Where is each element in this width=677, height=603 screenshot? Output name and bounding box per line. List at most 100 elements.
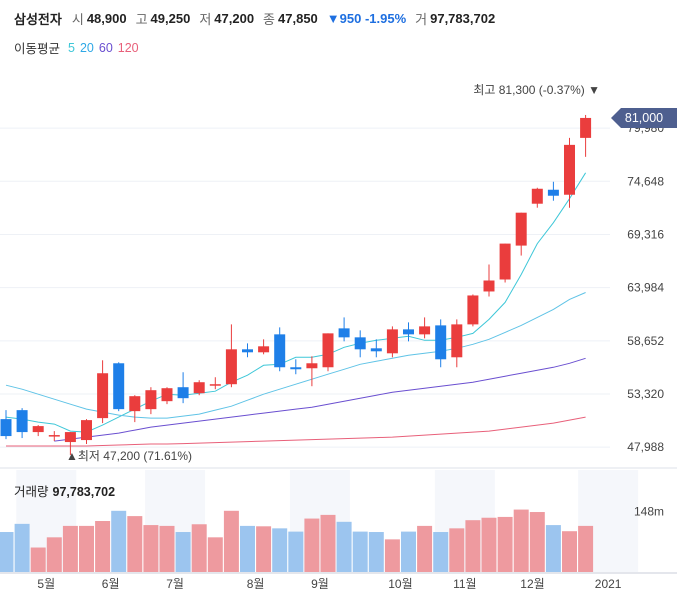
x-tick-label: 2021 (595, 577, 622, 591)
y-tick-label: 69,316 (627, 227, 664, 241)
x-tick-label: 6월 (102, 577, 120, 591)
volume-bar (449, 528, 465, 572)
quote-header: 삼성전자 시 48,900 고 49,250 저 47,200 종 47,850 ▼95… (14, 8, 504, 28)
candle-body (32, 426, 44, 433)
ma-line-ma20 (5, 292, 586, 419)
volume-total: 97,783,702 (52, 485, 116, 499)
volume-bar (368, 532, 384, 572)
volume-bar (352, 531, 368, 572)
y-tick-label: 74,648 (627, 174, 664, 188)
candle-body (483, 280, 495, 292)
volume-bar (111, 510, 127, 572)
volume-bar (465, 520, 481, 572)
candle-body (547, 189, 559, 196)
y-tick-label: 63,984 (627, 281, 664, 295)
close-label: 종 (263, 11, 276, 27)
y-tick-label: 58,652 (627, 334, 664, 348)
volume-bar (545, 525, 561, 572)
candle-body (145, 390, 157, 410)
candle-body (129, 396, 141, 412)
candle-body (564, 144, 575, 195)
candle-body (177, 387, 189, 399)
volume-bar (481, 517, 497, 572)
volume-bar (578, 525, 594, 572)
volume-bar (513, 509, 529, 572)
volume-value: 97,783,702 (430, 10, 496, 26)
candle-body (113, 363, 125, 410)
candle-body (161, 388, 173, 402)
volume-bar (401, 531, 416, 572)
volume-bar (529, 512, 545, 572)
ma60-legend[interactable]: 60 (98, 40, 113, 55)
last-price-label: 81,000 (625, 111, 663, 125)
volume-bar (497, 516, 513, 572)
change-value: ▼950 -1.95% (326, 10, 407, 26)
x-tick-label: 11월 (453, 577, 477, 591)
ma-line-ma120 (6, 416, 586, 447)
candle-body (16, 410, 28, 433)
candle-body (242, 349, 253, 353)
volume-bar (14, 523, 30, 572)
volume-bar (143, 525, 159, 572)
candle-body (225, 349, 237, 385)
x-tick-label: 5월 (37, 577, 55, 591)
candle-body (290, 367, 302, 370)
candle-body (0, 419, 12, 437)
candle-body (499, 243, 511, 280)
candle-body (81, 420, 92, 441)
volume-bar (240, 525, 255, 572)
ma5-legend[interactable]: 5 (68, 40, 75, 55)
candle-body (274, 334, 286, 368)
high-value: 49,250 (150, 10, 191, 26)
open-label: 시 (71, 11, 84, 27)
volume-bar (79, 525, 94, 572)
volume-bar (175, 532, 191, 572)
volume-bar (304, 518, 320, 572)
high-label: 고 (135, 11, 148, 27)
candle-body (64, 432, 76, 443)
volume-legend: 거래량 97,783,702 (14, 481, 115, 500)
volume-bar (433, 532, 449, 572)
volume-bar (320, 514, 336, 572)
ma-legend-title: 이동평균 (14, 42, 61, 56)
volume-bar (256, 526, 272, 572)
volume-title: 거래량 (14, 485, 49, 499)
candle-body (531, 188, 543, 204)
candle-body (193, 382, 205, 394)
x-tick-label: 7월 (166, 577, 184, 591)
low-label: 저 (199, 11, 212, 27)
candle-body (419, 326, 431, 335)
low-annotation: ▲최저 47,200 (71.61%) (66, 449, 192, 463)
volume-bar (223, 510, 239, 572)
low-value: 47,200 (214, 10, 255, 26)
candle-body (467, 295, 479, 325)
volume-bar (272, 528, 288, 572)
candle-body (386, 329, 398, 354)
ma120-legend[interactable]: 120 (117, 40, 139, 55)
open-value: 48,900 (86, 10, 127, 26)
moving-average-legend: 이동평균 5 20 60 120 (14, 38, 139, 57)
high-annotation: 최고 81,300 (-0.37%) ▼ (473, 83, 600, 97)
candle-body (258, 346, 270, 353)
candle-body (370, 348, 382, 352)
candle-body (403, 329, 414, 335)
candle-body (306, 363, 318, 369)
x-tick-label: 9월 (311, 577, 329, 591)
ma20-legend[interactable]: 20 (79, 40, 94, 55)
volume-bar (95, 521, 111, 572)
volume-bar (207, 537, 223, 572)
candle-body (322, 333, 334, 368)
volume-bar (336, 521, 352, 572)
candle-body (354, 337, 366, 350)
candle-body (97, 373, 109, 419)
volume-bar (0, 532, 14, 572)
ma-line-ma60 (54, 357, 586, 442)
volume-bar (417, 525, 433, 572)
candle-body (580, 117, 592, 138)
volume-bar (562, 531, 577, 572)
candle-body (515, 212, 527, 246)
close-value: 47,850 (278, 10, 318, 26)
volume-label: 거 (415, 11, 428, 27)
volume-bar (384, 539, 400, 572)
